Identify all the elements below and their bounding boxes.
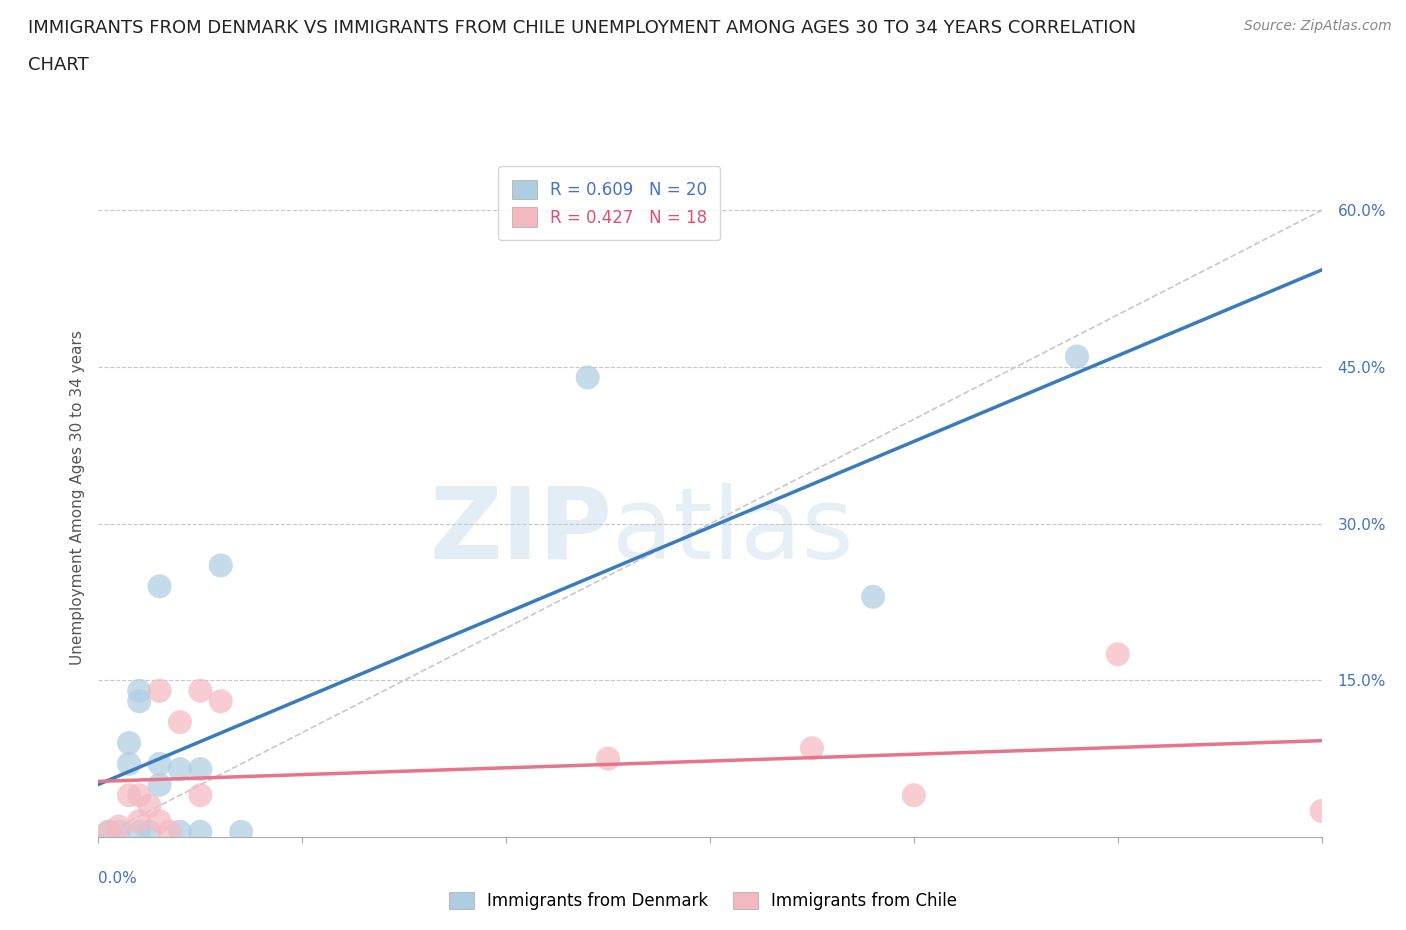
Point: [128, 788, 150, 803]
Point: [231, 824, 253, 839]
Point: [97, 824, 120, 839]
Point: [903, 788, 925, 803]
Point: [169, 762, 191, 777]
Point: [209, 558, 232, 573]
Point: [138, 798, 160, 813]
Point: [188, 762, 212, 777]
Point: [108, 819, 131, 834]
Point: [576, 370, 599, 385]
Point: [169, 824, 191, 839]
Text: IMMIGRANTS FROM DENMARK VS IMMIGRANTS FROM CHILE UNEMPLOYMENT AMONG AGES 30 TO 3: IMMIGRANTS FROM DENMARK VS IMMIGRANTS FR…: [28, 19, 1136, 36]
Point: [209, 694, 232, 709]
Point: [188, 824, 212, 839]
Point: [128, 684, 150, 698]
Point: [108, 824, 131, 839]
Point: [188, 788, 212, 803]
Point: [128, 694, 150, 709]
Point: [598, 751, 620, 766]
Point: [149, 684, 172, 698]
Point: [118, 736, 141, 751]
Text: 0.0%: 0.0%: [98, 870, 138, 886]
Point: [188, 684, 212, 698]
Point: [128, 824, 150, 839]
Point: [169, 714, 191, 729]
Y-axis label: Unemployment Among Ages 30 to 34 years: Unemployment Among Ages 30 to 34 years: [69, 330, 84, 665]
Legend: Immigrants from Denmark, Immigrants from Chile: Immigrants from Denmark, Immigrants from…: [441, 885, 965, 917]
Point: [128, 814, 150, 829]
Text: atlas: atlas: [612, 483, 853, 580]
Point: [149, 756, 172, 771]
Point: [1310, 804, 1333, 818]
Point: [149, 814, 172, 829]
Point: [149, 777, 172, 792]
Point: [862, 590, 884, 604]
Point: [97, 824, 120, 839]
Text: ZIP: ZIP: [429, 483, 612, 580]
Point: [138, 824, 160, 839]
Point: [1066, 349, 1088, 364]
Text: CHART: CHART: [28, 56, 89, 73]
Point: [1107, 646, 1129, 661]
Point: [118, 788, 141, 803]
Legend: R = 0.609   N = 20, R = 0.427   N = 18: R = 0.609 N = 20, R = 0.427 N = 18: [498, 166, 720, 240]
Point: [159, 824, 181, 839]
Point: [118, 756, 141, 771]
Text: Source: ZipAtlas.com: Source: ZipAtlas.com: [1244, 19, 1392, 33]
Point: [149, 578, 172, 593]
Point: [801, 741, 824, 756]
